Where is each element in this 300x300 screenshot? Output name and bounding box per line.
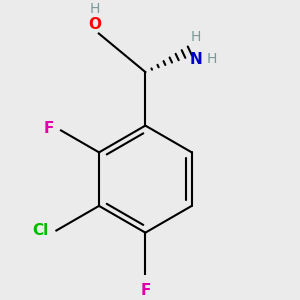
Text: H: H — [206, 52, 217, 66]
Text: F: F — [140, 283, 151, 298]
Text: O: O — [88, 17, 101, 32]
Text: F: F — [44, 121, 54, 136]
Text: H: H — [191, 30, 201, 44]
Text: Cl: Cl — [32, 223, 48, 238]
Text: N: N — [190, 52, 203, 67]
Text: H: H — [89, 2, 100, 16]
